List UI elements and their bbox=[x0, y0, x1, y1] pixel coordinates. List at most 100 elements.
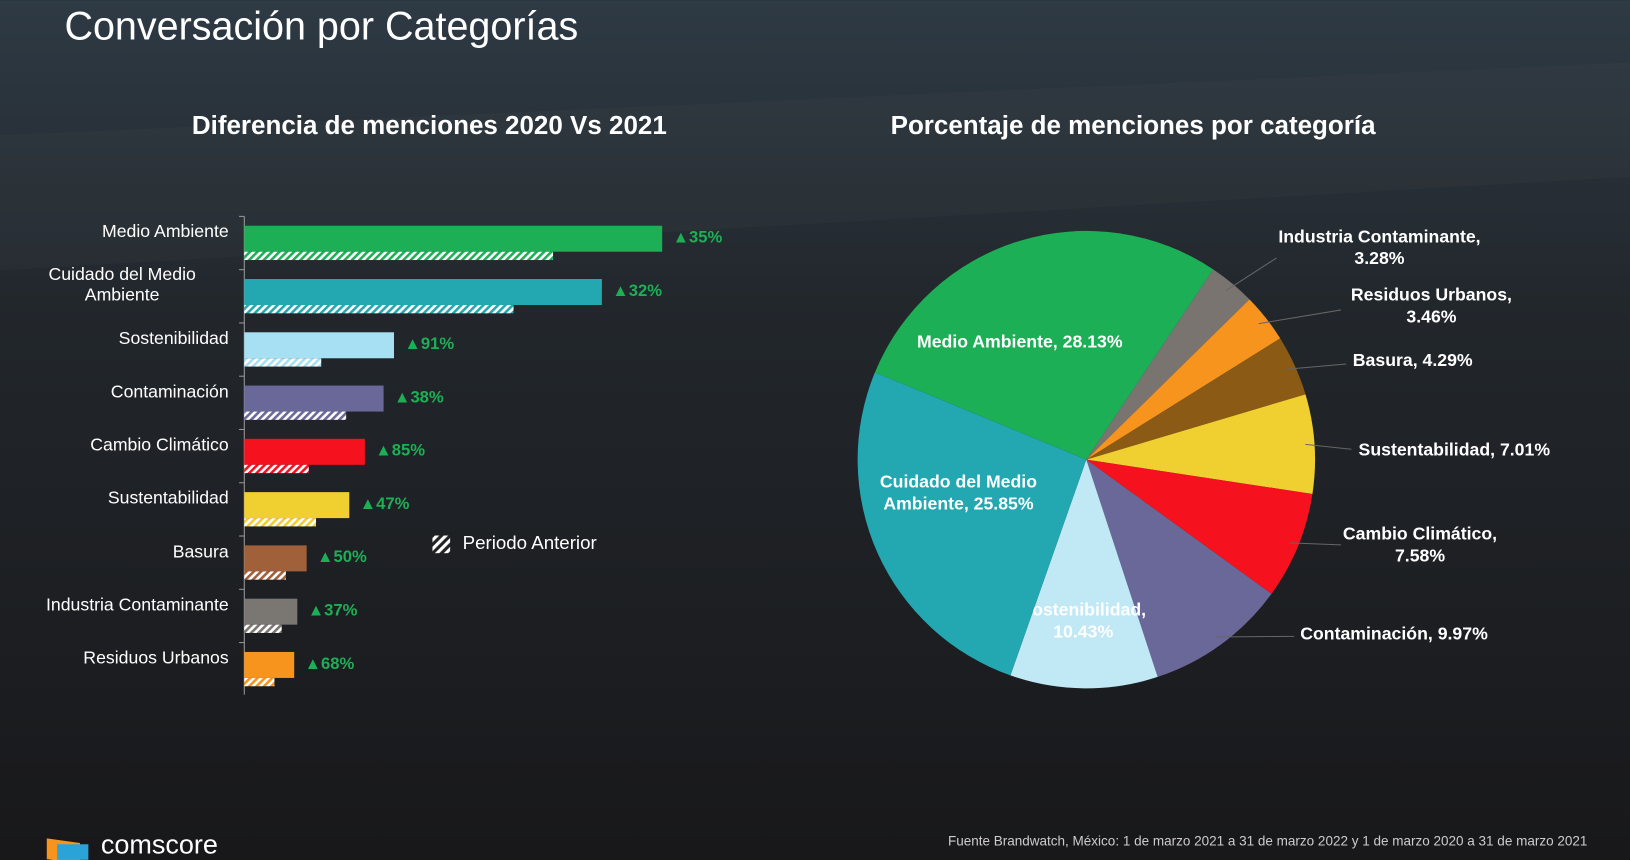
slice-label-wrap: Sostenibilidad, 10.43% bbox=[1000, 595, 1166, 647]
category-label: Sustentabilidad bbox=[107, 487, 229, 508]
logo-mark bbox=[57, 844, 89, 860]
category-label-box: Cuidado del Medio Ambiente bbox=[10, 256, 228, 314]
category-label-box: Sustentabilidad bbox=[107, 487, 229, 508]
category-label: Medio Ambiente bbox=[101, 221, 229, 242]
pie-slice bbox=[1010, 459, 1158, 689]
slice-label-wrap: Basura, 4.29% bbox=[1309, 334, 1517, 386]
slice-label: Sostenibilidad, 10.43% bbox=[1020, 599, 1147, 642]
bar-previous bbox=[244, 677, 275, 687]
bar bbox=[244, 332, 394, 359]
category-label-box: Residuos Urbanos bbox=[10, 629, 228, 687]
bar-previous bbox=[244, 571, 286, 580]
change-label: ▲32% bbox=[612, 281, 662, 300]
category-label-box: Sostenibilidad bbox=[10, 309, 229, 367]
category-label: Residuos Urbanos bbox=[83, 647, 229, 668]
leader-line bbox=[1215, 635, 1295, 638]
slice-label: Basura, 4.29% bbox=[1352, 349, 1473, 370]
category-label: Contaminación bbox=[110, 381, 229, 402]
slice-label-box: Cambio Climático, 7.58% bbox=[1316, 519, 1524, 571]
category-label-wrap: Industria Contaminante bbox=[10, 576, 229, 634]
pie-slice bbox=[1086, 269, 1250, 460]
category-label-box: Medio Ambiente bbox=[101, 221, 229, 242]
category-label-wrap: Basura bbox=[10, 523, 229, 581]
pie-slice bbox=[1086, 299, 1281, 460]
slice-label-wrap: Contaminación, 9.97% bbox=[1274, 607, 1513, 659]
change-label: ▲85% bbox=[375, 441, 425, 460]
bar-previous bbox=[244, 358, 322, 367]
bar bbox=[244, 545, 307, 572]
bar-previous bbox=[244, 411, 347, 420]
slice-label-wrap: Cuidado del Medio Ambiente, 25.85% bbox=[860, 467, 1058, 519]
slice-label: Cambio Climático, 7.58% bbox=[1342, 524, 1498, 566]
change-label: ▲37% bbox=[308, 601, 358, 620]
slice-label-box: Contaminación, 9.97% bbox=[1274, 607, 1513, 659]
bar-previous bbox=[244, 251, 554, 261]
bar bbox=[244, 225, 663, 252]
chart-title: Porcentaje de menciones por categoría bbox=[891, 110, 1376, 140]
slice-label: Industria Contaminante, 3.28% bbox=[1278, 226, 1481, 269]
slice-label-box: Medio Ambiente, 28.13% bbox=[895, 315, 1144, 367]
bar-previous bbox=[244, 518, 317, 527]
brand: comscore bbox=[101, 829, 218, 859]
slice-label: Medio Ambiente, 28.13% bbox=[916, 331, 1123, 351]
category-label: Cambio Climático bbox=[90, 434, 229, 455]
category-label: Industria Contaminante bbox=[45, 594, 229, 615]
change-label: ▲91% bbox=[404, 334, 454, 353]
category-label: Sostenibilidad bbox=[118, 328, 229, 348]
slice-label: Cuidado del Medio Ambiente, 25.85% bbox=[879, 472, 1037, 514]
pie-slice bbox=[1086, 459, 1313, 594]
change-label: ▲35% bbox=[673, 228, 723, 247]
bar bbox=[244, 438, 365, 465]
change-label: ▲47% bbox=[360, 494, 410, 513]
category-label: Cuidado del Medio Ambiente bbox=[48, 264, 196, 305]
category-label-box: Basura bbox=[10, 523, 229, 581]
slice-label: Contaminación, 9.97% bbox=[1300, 623, 1488, 644]
slice-label: Residuos Urbanos, 3.46% bbox=[1350, 284, 1512, 327]
slice-label-box: Industria Contaminante, 3.28% bbox=[1255, 222, 1504, 274]
slice-label-wrap: Cambio Climático, 7.58% bbox=[1316, 519, 1524, 571]
slice-label-box: Sostenibilidad, 10.43% bbox=[1000, 595, 1166, 647]
category-label: Basura bbox=[172, 541, 229, 561]
change-label: ▲68% bbox=[305, 654, 355, 673]
leader-line bbox=[1289, 542, 1342, 546]
category-label-wrap: Cambio Climático bbox=[10, 416, 228, 474]
leader-line bbox=[1305, 443, 1352, 450]
category-label-wrap: Sostenibilidad bbox=[10, 309, 229, 367]
bar-previous bbox=[244, 464, 309, 474]
change-label: ▲50% bbox=[317, 547, 367, 566]
bar-previous bbox=[244, 624, 282, 633]
slice-label: Sustentabilidad, 7.01% bbox=[1358, 439, 1551, 460]
category-label-box: Contaminación bbox=[10, 363, 229, 421]
source-note: Fuente Brandwatch, México: 1 de marzo 20… bbox=[948, 834, 1587, 849]
bar bbox=[244, 385, 384, 412]
pie-slice bbox=[1086, 338, 1306, 460]
pie-slice bbox=[1086, 394, 1316, 494]
bar-previous bbox=[244, 304, 514, 314]
slice-label-wrap: Sustentabilidad, 7.01% bbox=[1335, 423, 1574, 475]
bar bbox=[244, 492, 350, 519]
category-label-wrap: Contaminación bbox=[10, 363, 229, 421]
legend-label: Periodo Anterior bbox=[463, 532, 597, 553]
leader-line bbox=[1286, 363, 1347, 370]
change-label: ▲38% bbox=[394, 387, 444, 406]
pie-slice bbox=[1086, 459, 1272, 677]
chart-title: Diferencia de menciones 2020 Vs 2021 bbox=[192, 110, 667, 140]
slice-label-box: Residuos Urbanos, 3.46% bbox=[1327, 280, 1535, 332]
category-label-wrap: Cuidado del Medio Ambiente bbox=[10, 256, 228, 314]
slice-label-box: Sustentabilidad, 7.01% bbox=[1335, 423, 1574, 475]
category-label-wrap: Residuos Urbanos bbox=[10, 629, 228, 687]
slice-label-wrap: Residuos Urbanos, 3.46% bbox=[1327, 280, 1535, 332]
slice-label-wrap: Medio Ambiente, 28.13% bbox=[895, 315, 1144, 367]
bar bbox=[244, 598, 298, 625]
slide-title: Conversación por Categorías bbox=[64, 5, 578, 49]
bar bbox=[244, 279, 602, 305]
legend-swatch bbox=[432, 535, 451, 554]
slice-label-wrap: Industria Contaminante, 3.28% bbox=[1255, 222, 1504, 274]
slice-label-box: Cuidado del Medio Ambiente, 25.85% bbox=[860, 467, 1058, 519]
leader-line bbox=[1258, 309, 1342, 325]
bar bbox=[244, 651, 295, 678]
pie-slice bbox=[857, 372, 1087, 676]
